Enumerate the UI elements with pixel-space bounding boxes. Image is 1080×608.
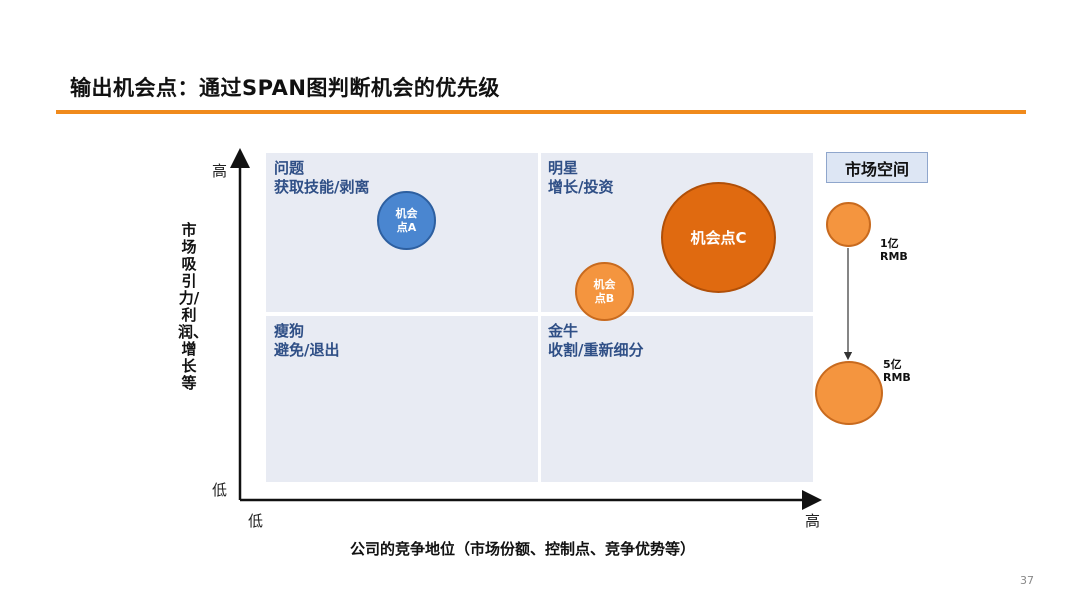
legend-title: 市场空间 (826, 152, 928, 183)
bubble-label: 机会点C (690, 229, 747, 247)
quadrant-subtitle: 避免/退出 (274, 341, 340, 359)
quadrant-label-cow: 金牛 收割/重新细分 (548, 322, 643, 360)
legend-large-label: 5亿 RMB (883, 358, 911, 384)
quadrant-title: 瘦狗 (274, 322, 305, 340)
x-axis-low-label: 低 (248, 512, 264, 530)
quadrant-bottom-left (266, 316, 538, 482)
x-axis-high-label: 高 (805, 512, 821, 530)
legend-bubble-small (826, 202, 871, 247)
quadrant-title: 问题 (274, 159, 305, 177)
bubble-opportunity-a: 机会点A (377, 191, 436, 250)
y-axis-title: 市场吸引力/利润、增长等 (178, 221, 209, 392)
quadrant-label-problem: 问题 获取技能/剥离 (274, 159, 369, 197)
quadrant-title: 明星 (548, 159, 579, 177)
legend-small-label: 1亿 RMB (880, 237, 908, 263)
y-axis-high-label: 高 (212, 162, 228, 180)
y-axis-low-label: 低 (212, 481, 228, 499)
title-divider (56, 110, 1026, 114)
bubble-label: 机会点B (593, 277, 616, 305)
legend-bubble-large (815, 361, 883, 425)
page-title: 输出机会点：通过SPAN图判断机会的优先级 (70, 76, 500, 100)
page-number: 37 (1020, 574, 1034, 587)
quadrant-subtitle: 获取技能/剥离 (274, 178, 370, 196)
quadrant-label-dog: 瘦狗 避免/退出 (274, 322, 339, 360)
quadrant-subtitle: 增长/投资 (548, 178, 614, 196)
x-axis-title: 公司的竞争地位（市场份额、控制点、竞争优势等） (350, 540, 696, 558)
bubble-opportunity-c: 机会点C (661, 182, 776, 293)
bubble-label: 机会点A (395, 206, 418, 234)
bubble-opportunity-b: 机会点B (575, 262, 634, 321)
quadrant-title: 金牛 (548, 322, 579, 340)
quadrant-bottom-right (541, 316, 813, 482)
quadrant-subtitle: 收割/重新细分 (548, 341, 644, 359)
quadrant-label-star: 明星 增长/投资 (548, 159, 613, 197)
